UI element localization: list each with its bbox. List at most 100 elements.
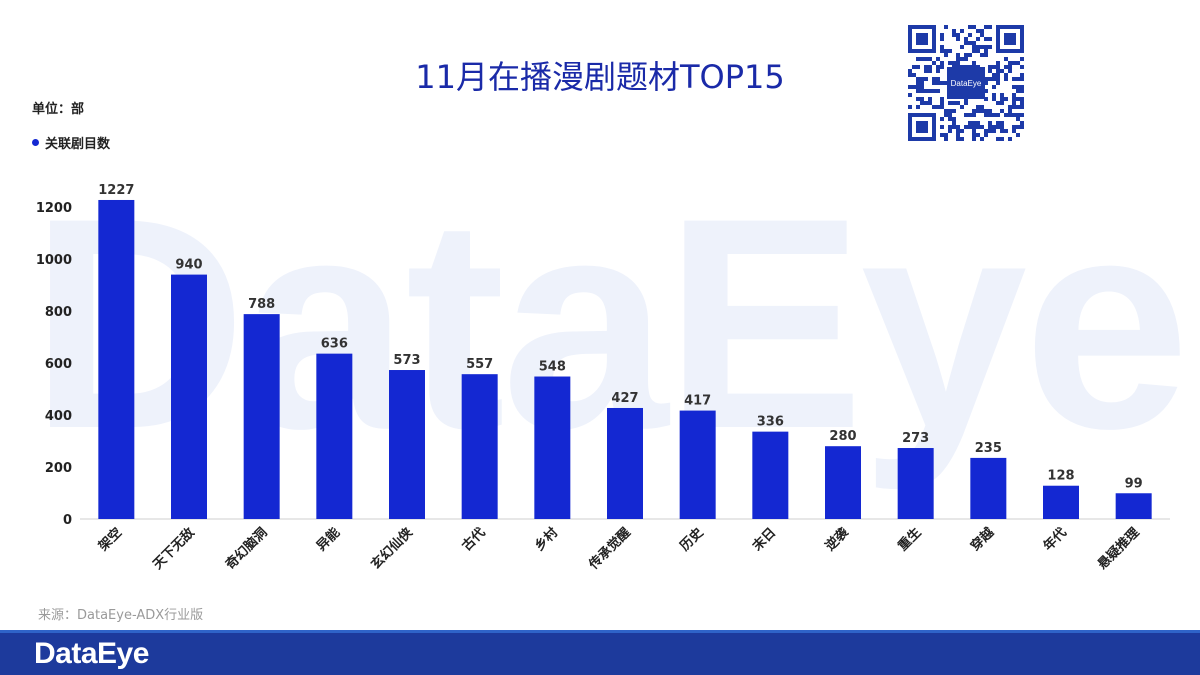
qr-module [1004, 73, 1008, 77]
qr-module [952, 121, 956, 125]
qr-module [956, 37, 960, 41]
qr-module [988, 69, 992, 73]
qr-module [1016, 77, 1020, 81]
qr-module [952, 33, 956, 37]
x-tick-label: 古代 [459, 525, 489, 555]
qr-module [980, 109, 984, 113]
qr-module [1020, 89, 1024, 93]
source-note: 来源：DataEye-ADX行业版 [38, 608, 204, 623]
qr-module [928, 65, 932, 69]
bar [389, 370, 425, 519]
qr-module [1016, 125, 1020, 129]
x-tick-label: 历史 [677, 524, 707, 554]
qr-module [908, 105, 912, 109]
qr-module [1020, 57, 1024, 61]
qr-module [1012, 93, 1016, 97]
qr-module [956, 57, 960, 61]
qr-module [984, 77, 988, 81]
qr-module [964, 53, 968, 57]
qr-module [984, 81, 988, 85]
x-tick-label: 传承觉醒 [585, 525, 634, 574]
qr-module [988, 65, 992, 69]
qr-module [984, 129, 988, 133]
qr-module [992, 65, 996, 69]
qr-module [956, 33, 960, 37]
qr-module [1012, 85, 1016, 89]
qr-module [988, 129, 992, 133]
qr-module [924, 69, 928, 73]
qr-module [912, 85, 916, 89]
qr-module [948, 49, 952, 53]
qr-module [956, 53, 960, 57]
qr-finder-inner [916, 33, 928, 45]
qr-module [940, 65, 944, 69]
footer-bar: DataEye [0, 630, 1200, 675]
qr-module [984, 133, 988, 137]
qr-module [924, 101, 928, 105]
qr-module [972, 61, 976, 65]
qr-module [984, 45, 988, 49]
data-label: 99 [1125, 476, 1143, 491]
qr-module [1004, 65, 1008, 69]
qr-module [972, 133, 976, 137]
qr-finder-inner [1004, 33, 1016, 45]
qr-module [976, 45, 980, 49]
qr-module [936, 81, 940, 85]
qr-module [920, 101, 924, 105]
qr-module [1020, 65, 1024, 69]
qr-module [960, 129, 964, 133]
qr-module [984, 109, 988, 113]
qr-module [1004, 77, 1008, 81]
x-tick-label: 末日 [749, 525, 779, 555]
qr-module [944, 137, 948, 141]
data-label: 417 [684, 394, 711, 409]
qr-module [1012, 125, 1016, 129]
qr-module [936, 65, 940, 69]
qr-module [988, 37, 992, 41]
data-label: 788 [248, 297, 275, 312]
bar [752, 431, 789, 519]
qr-module [928, 97, 932, 101]
qr-module [960, 57, 964, 61]
qr-module [924, 77, 928, 81]
y-tick-label: 600 [45, 357, 72, 372]
y-tick-label: 400 [45, 409, 72, 424]
qr-module [972, 129, 976, 133]
qr-module [988, 121, 992, 125]
qr-module [940, 101, 944, 105]
qr-module [976, 105, 980, 109]
qr-module [948, 101, 952, 105]
data-label: 548 [539, 360, 566, 375]
qr-module [1020, 113, 1024, 117]
qr-module [964, 125, 968, 129]
qr-module [1012, 101, 1016, 105]
qr-module [960, 105, 964, 109]
qr-module [940, 125, 944, 129]
data-label: 557 [466, 357, 493, 372]
qr-module [1020, 77, 1024, 81]
qr-module [992, 73, 996, 77]
y-tick-label: 0 [63, 513, 72, 528]
qr-module [996, 69, 1000, 73]
qr-module [968, 53, 972, 57]
qr-module [908, 93, 912, 97]
qr-module [1008, 105, 1012, 109]
data-label: 128 [1047, 469, 1074, 484]
qr-module [996, 113, 1000, 117]
qr-module [932, 89, 936, 93]
qr-module [1020, 85, 1024, 89]
bar [316, 353, 353, 519]
qr-module [928, 57, 932, 61]
qr-module [944, 53, 948, 57]
y-tick-label: 1200 [36, 201, 72, 216]
qr-module [936, 77, 940, 81]
qr-module [968, 41, 972, 45]
qr-module [920, 77, 924, 81]
qr-module [1008, 65, 1012, 69]
qr-module [972, 125, 976, 129]
qr-module [984, 113, 988, 117]
qr-module [1020, 121, 1024, 125]
qr-module [940, 33, 944, 37]
qr-module [916, 77, 920, 81]
qr-module [980, 53, 984, 57]
